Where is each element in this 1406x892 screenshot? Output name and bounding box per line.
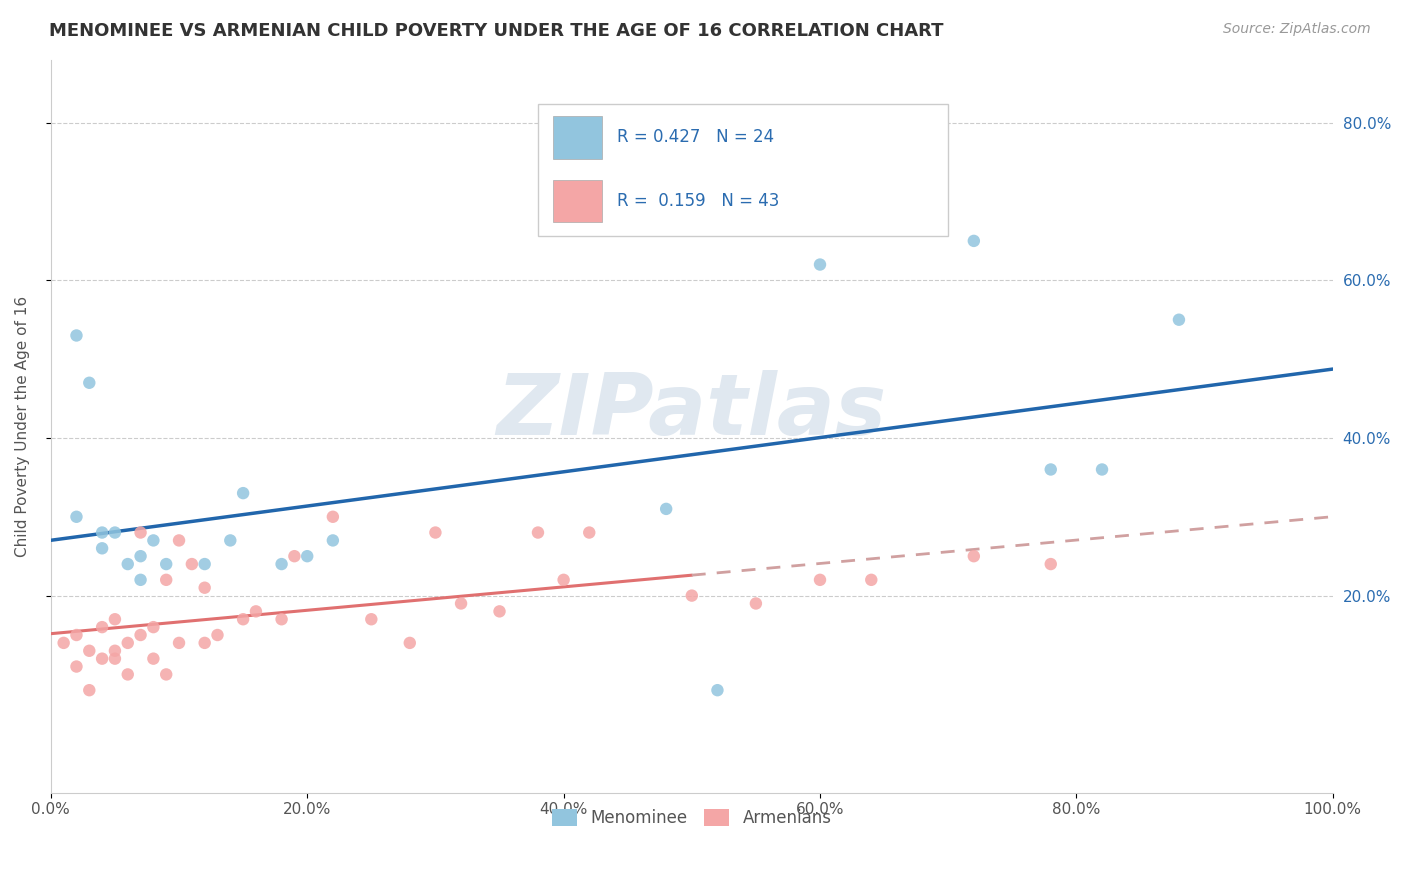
Point (283, 549, 305, 564)
Point (104, 644, 127, 658)
Point (79, 376, 101, 390)
Point (270, 557, 292, 571)
Point (1039, 462, 1062, 476)
Point (129, 549, 152, 564)
Point (488, 604, 510, 618)
Point (1091, 462, 1114, 476)
Point (207, 628, 229, 642)
FancyBboxPatch shape (538, 103, 948, 235)
Text: ZIPatlas: ZIPatlas (496, 370, 887, 453)
Y-axis label: Child Poverty Under the Age of 16: Child Poverty Under the Age of 16 (15, 295, 30, 557)
Point (91, 620, 114, 634)
Point (52, 636, 75, 650)
Point (232, 486, 254, 500)
Point (232, 612, 254, 626)
Point (91, 651, 114, 665)
Point (194, 636, 217, 650)
Point (425, 525, 447, 540)
Point (91, 525, 114, 540)
Point (1168, 312, 1191, 326)
Point (322, 509, 344, 524)
Text: Source: ZipAtlas.com: Source: ZipAtlas.com (1223, 22, 1371, 37)
Point (91, 541, 114, 556)
Text: MENOMINEE VS ARMENIAN CHILD POVERTY UNDER THE AGE OF 16 CORRELATION CHART: MENOMINEE VS ARMENIAN CHILD POVERTY UNDE… (49, 22, 943, 40)
Point (117, 636, 139, 650)
Bar (554, 180, 602, 222)
Legend: Menominee, Armenians: Menominee, Armenians (544, 801, 839, 836)
Point (142, 533, 165, 548)
Bar (554, 116, 602, 159)
Point (129, 525, 152, 540)
Point (142, 620, 165, 634)
Point (681, 589, 703, 603)
Point (155, 573, 177, 587)
Point (219, 533, 242, 548)
Point (706, 683, 728, 698)
Point (104, 651, 127, 665)
Point (65, 509, 87, 524)
Point (245, 604, 267, 618)
Point (578, 525, 600, 540)
Point (270, 612, 292, 626)
Point (963, 549, 986, 564)
Point (79, 683, 101, 698)
Point (360, 612, 382, 626)
Point (194, 581, 217, 595)
Point (129, 628, 152, 642)
Point (1039, 557, 1062, 571)
Point (963, 234, 986, 248)
Point (65, 328, 87, 343)
Point (860, 573, 883, 587)
Point (553, 573, 575, 587)
Point (655, 502, 678, 516)
Point (65, 659, 87, 673)
Point (155, 557, 177, 571)
Point (194, 557, 217, 571)
Point (180, 557, 202, 571)
Point (104, 525, 127, 540)
Point (527, 525, 550, 540)
Point (155, 667, 177, 681)
Point (297, 549, 319, 564)
Point (450, 597, 472, 611)
Point (745, 597, 768, 611)
Point (808, 258, 831, 272)
Point (65, 628, 87, 642)
Text: R = 0.427   N = 24: R = 0.427 N = 24 (617, 128, 775, 146)
Point (129, 573, 152, 587)
Point (808, 573, 831, 587)
Point (398, 636, 420, 650)
Point (142, 651, 165, 665)
Point (167, 533, 190, 548)
Point (104, 612, 127, 626)
Point (79, 644, 101, 658)
Text: R =  0.159   N = 43: R = 0.159 N = 43 (617, 192, 780, 211)
Point (167, 636, 190, 650)
Point (322, 533, 344, 548)
Point (117, 557, 139, 571)
Point (117, 667, 139, 681)
